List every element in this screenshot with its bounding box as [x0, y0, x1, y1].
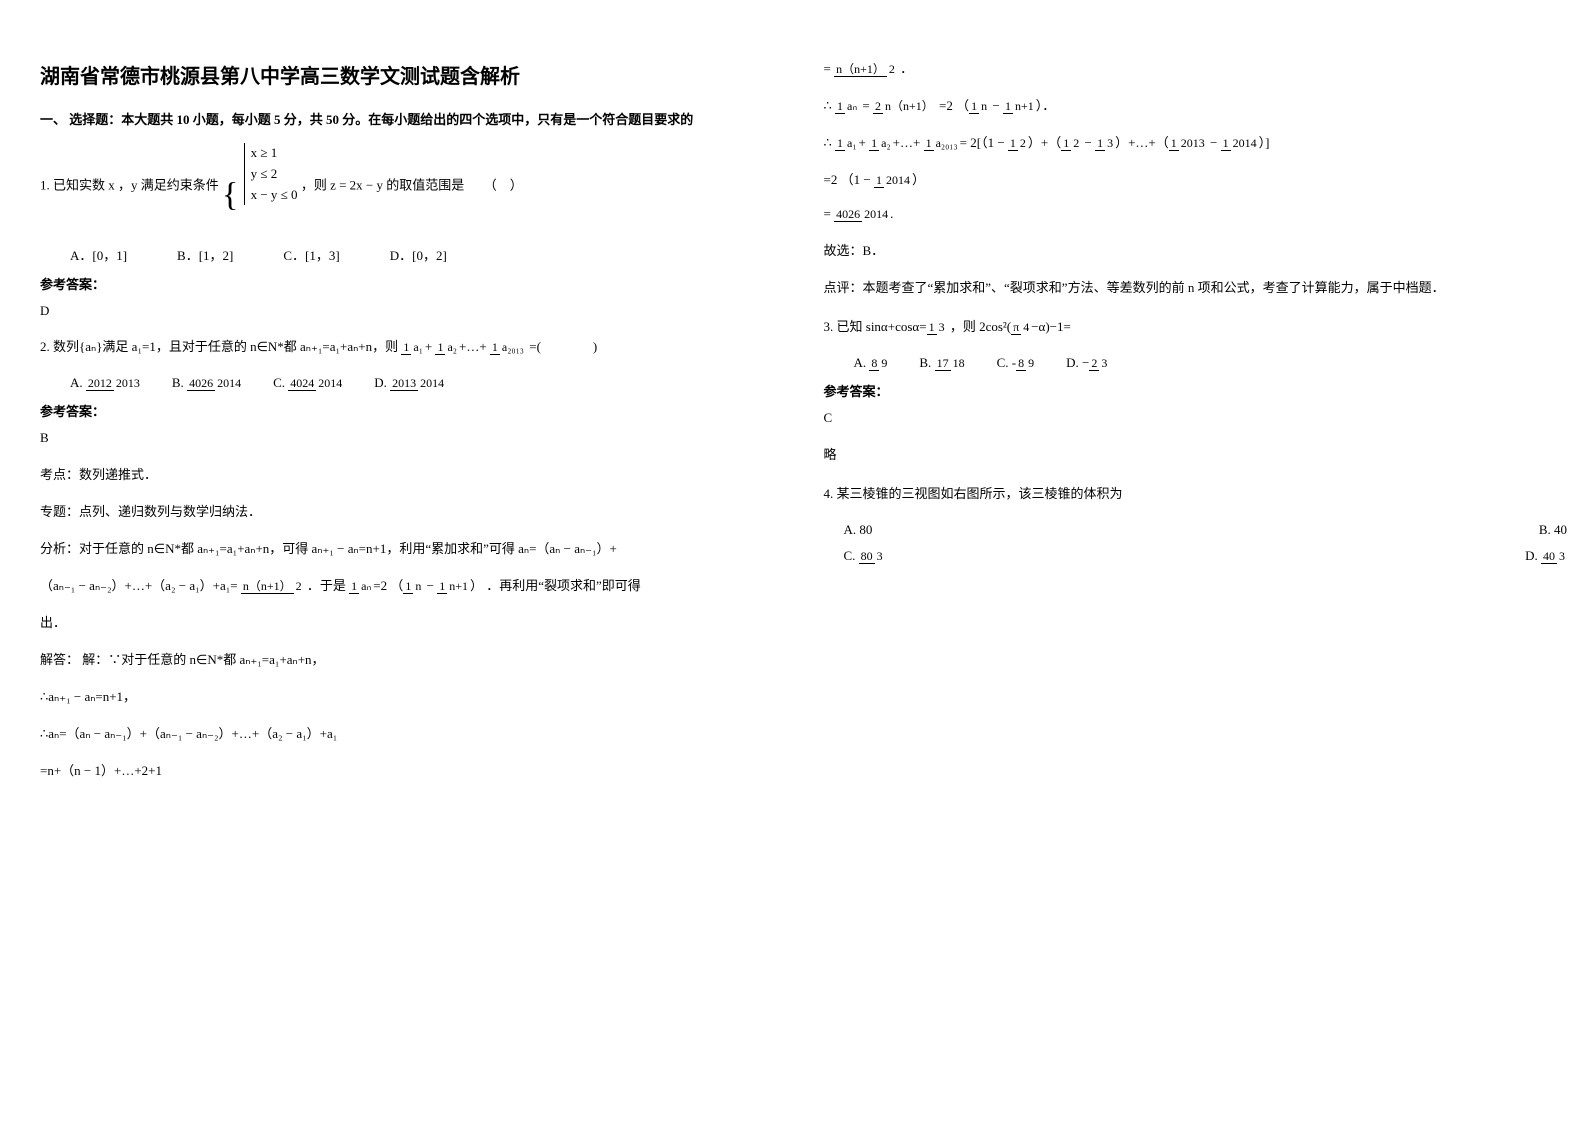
q2-solve3: ∴aₙ=（aₙ − aₙ₋₁）+（aₙ₋₁ − aₙ₋₂）+…+（a₂ − a₁…: [40, 723, 764, 742]
sol-line2: ∴ 1aₙ = 2n（n+1） =2 （1n − 1n+1）．: [824, 95, 1548, 114]
q2-stem: 2. 数列{aₙ}满足 a₁=1，且对于任意的 n∈N*都 aₙ₊₁=a₁+aₙ…: [40, 339, 398, 354]
q3-opt-a: A. 89: [854, 355, 890, 371]
q4-options-row2: C. 803 D. 403: [844, 548, 1568, 564]
q2-answer: B: [40, 430, 764, 446]
q1-cond1: x ≥ 1: [251, 143, 298, 164]
question-1: 1. 已知实数 x ，y 满足约束条件 { x ≥ 1 y ≤ 2 x − y …: [40, 143, 764, 230]
q1-prefix: 1. 已知实数 x ，y 满足约束条件: [40, 177, 219, 192]
q2-frac2: 1a₂: [435, 341, 459, 354]
sol-line7: 点评：本题考查了“累加求和”、“裂项求和”方法、等差数列的前 n 项和公式，考查…: [824, 277, 1548, 296]
q2-topic: 考点：数列递推式．: [40, 464, 764, 483]
q1-opt-c: C．[1，3]: [283, 245, 339, 264]
sol-line4: =2 （1 − 12014）: [824, 169, 1548, 188]
q2-answer-label: 参考答案：: [40, 401, 764, 420]
q1-brace: { x ≥ 1 y ≤ 2 x − y ≤ 0: [222, 143, 298, 230]
q2-solve4: =n+（n − 1）+…+2+1: [40, 760, 764, 779]
question-3: 3. 已知 sinα+cosα=13 ，则 2cos²(π4−α)−1=: [824, 314, 1548, 340]
q1-cond3: x − y ≤ 0: [251, 185, 298, 206]
sol-line1: = n（n+1）2 ．: [824, 58, 1548, 77]
q2-tail: =( ): [529, 339, 597, 354]
q2-solve2: ∴aₙ₊₁ − aₙ=n+1，: [40, 686, 764, 705]
q1-suffix: ，则 z = 2x − y 的取值范围是 （ ）: [301, 177, 523, 192]
q2-analysis-a: 分析：对于任意的 n∈N*都 aₙ₊₁=a₁+aₙ+n，可得 aₙ₊₁ − aₙ…: [40, 538, 764, 557]
q4-opt-d: D. 403: [1525, 548, 1567, 564]
q3-answer: C: [824, 410, 1548, 426]
q2-analysis-c: 出．: [40, 612, 764, 631]
question-4: 4. 某三棱锥的三视图如右图所示，该三棱锥的体积为: [824, 481, 1548, 507]
q2-frac1: 1a₁: [401, 341, 425, 354]
q4-opt-c: C. 803: [844, 548, 885, 564]
sol-line5: = 40262014.: [824, 206, 1548, 222]
q3-opt-d: D. −23: [1066, 355, 1109, 371]
q3-note: 略: [824, 444, 1548, 463]
q2-frac3: 1a₂₀₁₃: [490, 341, 526, 354]
q4-opt-a: A. 80: [844, 522, 873, 538]
sol-line3: ∴ 1a₁+ 1a₂+…+ 1a₂₀₁₃= 2[（1 − 12）+（12 − 1…: [824, 132, 1548, 151]
q1-answer: D: [40, 303, 764, 319]
q2-options: A. 20122013 B. 40262014 C. 40242014 D. 2…: [70, 375, 764, 391]
q2-special: 专题：点列、递归数列与数学归纳法．: [40, 501, 764, 520]
q4-opt-b: B. 40: [1539, 522, 1567, 538]
q2-solve1: 解答： 解：∵对于任意的 n∈N*都 aₙ₊₁=a₁+aₙ+n，: [40, 649, 764, 668]
q1-answer-label: 参考答案：: [40, 274, 764, 293]
q3-opt-b: B. 1718: [919, 355, 966, 371]
q2-analysis-b: （aₙ₋₁ − aₙ₋₂）+…+（a₂ − a₁）+a₁= n（n+1）2 ．于…: [40, 575, 764, 594]
section-heading: 一、 选择题：本大题共 10 小题，每小题 5 分，共 50 分。在每小题给出的…: [40, 109, 764, 128]
q3-opt-c: C. -89: [997, 355, 1037, 371]
q1-options: A．[0，1] B．[1，2] C．[1，3] D．[0，2]: [70, 245, 764, 264]
q1-opt-b: B．[1，2]: [177, 245, 233, 264]
q2-opt-d: D. 20132014: [374, 375, 446, 391]
q1-opt-a: A．[0，1]: [70, 245, 127, 264]
q3-options: A. 89 B. 1718 C. -89 D. −23: [854, 355, 1548, 371]
q2-opt-a: A. 20122013: [70, 375, 142, 391]
q3-answer-label: 参考答案：: [824, 381, 1548, 400]
q1-cond2: y ≤ 2: [251, 164, 298, 185]
q4-options-row1: A. 80 B. 40: [844, 522, 1568, 538]
q2-opt-b: B. 40262014: [172, 375, 243, 391]
q1-opt-d: D．[0，2]: [390, 245, 447, 264]
q2-opt-c: C. 40242014: [273, 375, 344, 391]
sol-line6: 故选：B．: [824, 240, 1548, 259]
page-title: 湖南省常德市桃源县第八中学高三数学文测试题含解析: [40, 60, 764, 89]
question-2: 2. 数列{aₙ}满足 a₁=1，且对于任意的 n∈N*都 aₙ₊₁=a₁+aₙ…: [40, 334, 764, 360]
